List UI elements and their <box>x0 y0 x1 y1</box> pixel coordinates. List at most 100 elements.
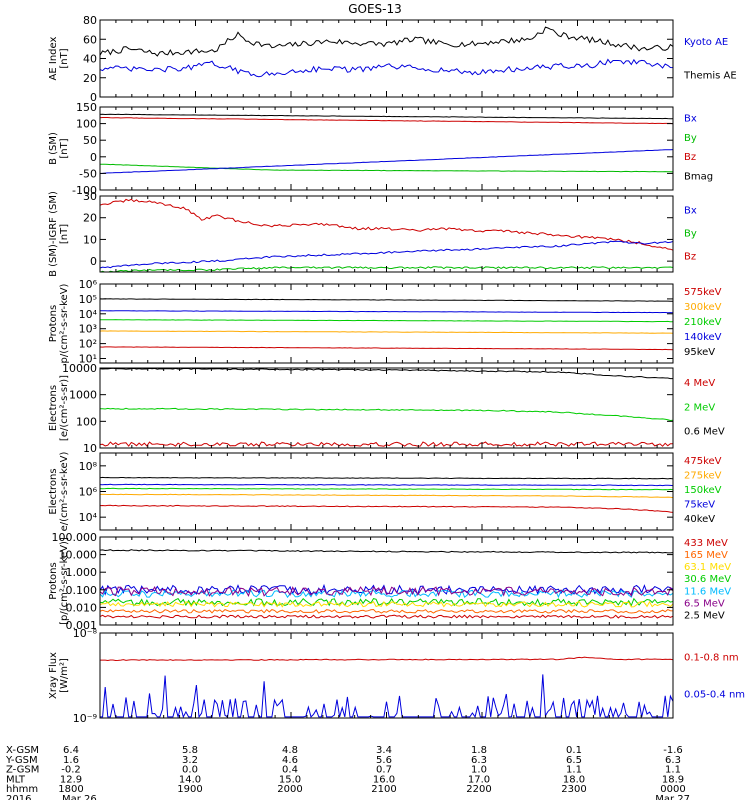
panel-frame <box>99 195 674 273</box>
y-axis-label: B (SM)-IGRF (SM) <box>48 191 59 277</box>
legend-label: Bx <box>684 113 697 124</box>
footer-value: 6.3 <box>665 755 681 766</box>
y-axis-label: Electrons <box>48 385 59 431</box>
footer-value: -1.6 <box>663 745 683 756</box>
chart-panel: 0.001 0.010 0.100 1.000 10.000 100.000 Protons… <box>48 531 731 632</box>
panel-frame <box>99 452 674 531</box>
y-tick-label: 10⁻⁹ <box>73 712 97 725</box>
data-series-line <box>100 149 673 174</box>
y-axis-label: [nT] <box>59 138 70 158</box>
legend-label: 165 MeV <box>684 550 728 561</box>
y-tick-label: 10⁴ <box>79 308 98 321</box>
footer-value: 3.2 <box>182 755 198 766</box>
y-tick-label: 10.000 <box>59 549 98 562</box>
y-tick-label: 10³ <box>79 323 97 336</box>
legend-label: By <box>684 228 697 239</box>
data-series-line <box>100 583 673 596</box>
footer-value: 18.9 <box>662 774 684 785</box>
y-axis-label: e/(cm²-s-sr-keV) <box>59 452 70 532</box>
y-tick-label: 100 <box>76 118 97 131</box>
footer-value: 0.7 <box>376 765 392 776</box>
footer-value: Mar 27 <box>655 794 690 800</box>
y-tick-label: 0.100 <box>66 584 98 597</box>
data-series-line <box>100 656 673 662</box>
footer-value: 1.0 <box>471 765 487 776</box>
data-series-line <box>100 26 673 57</box>
y-axis-label: p/(cm²-s-sr-keV) <box>59 283 70 363</box>
footer-row-label: Z-GSM <box>6 765 39 776</box>
legend-label: Bz <box>684 251 696 262</box>
data-series-line <box>100 585 673 598</box>
footer-row-label: X-GSM <box>6 745 39 756</box>
y-tick-label: 10 <box>83 233 97 246</box>
legend-label: 6.5 MeV <box>684 598 725 609</box>
footer-value: 1.1 <box>665 765 681 776</box>
chart-panel: 0 20 40 60 80 AE Index [nT] Kyoto AE Themis AE <box>48 14 737 104</box>
footer-value: 2000 <box>277 784 302 795</box>
panel-frame <box>99 367 674 449</box>
y-tick-label: -50 <box>79 167 97 180</box>
y-tick-label: 0 <box>90 151 97 164</box>
footer-value: 12.9 <box>60 774 82 785</box>
y-tick-label: 1000 <box>69 389 97 402</box>
data-series-line <box>100 310 673 314</box>
panel-frame <box>99 283 674 364</box>
legend-label: 210keV <box>684 317 722 328</box>
footer-value: 4.6 <box>282 755 298 766</box>
chart-panel: 10⁴ 10⁶ 10⁸ Electrons e/(cm²-s-sr-keV) 475keV… <box>48 452 722 532</box>
footer-value: 15.0 <box>279 774 301 785</box>
y-tick-label: 0.001 <box>66 619 98 632</box>
legend-label: 575keV <box>684 287 722 298</box>
chart-panel: 10¹ 10² 10³ 10⁴ 10⁵ 10⁶ Protons p/(cm²-s-sr-keV… <box>48 278 722 366</box>
data-series-line <box>100 113 673 120</box>
footer-value: 2100 <box>371 784 396 795</box>
legend-label: By <box>684 133 697 144</box>
data-series-line <box>100 608 673 614</box>
y-tick-label: -100 <box>72 184 97 197</box>
y-tick-label: 100 <box>76 415 97 428</box>
legend-label: 150keV <box>684 485 722 496</box>
y-tick-label: 10² <box>79 338 97 351</box>
footer-value: 0000 <box>660 784 685 795</box>
legend-label: 40keV <box>684 514 715 525</box>
data-series-line <box>100 600 673 608</box>
footer-value: 14.0 <box>179 774 201 785</box>
legend-label: 2.5 MeV <box>684 610 725 621</box>
y-tick-label: 0 <box>90 91 97 104</box>
footer-value: 6.4 <box>63 745 79 756</box>
y-axis-label: Xray Flux <box>48 652 59 699</box>
data-series-line <box>100 674 673 718</box>
y-axis-label: Protons <box>48 305 59 342</box>
y-axis-label: [nT] <box>59 48 70 68</box>
y-axis-label: [W/m²] <box>59 658 70 693</box>
y-tick-label: 20 <box>83 212 97 225</box>
data-series-line <box>100 319 673 323</box>
data-series-line <box>100 504 673 513</box>
footer-value: 4.8 <box>282 745 298 756</box>
footer-value: 1900 <box>177 784 202 795</box>
y-tick-label: 10 <box>83 442 97 455</box>
y-tick-label: 10⁶ <box>79 278 98 291</box>
chart-panel: -100 -50 0 50 100 150 B (SM) [nT] Bx By Bz Bmag <box>48 101 713 197</box>
footer-value: 0.1 <box>566 745 582 756</box>
data-series-line <box>100 330 673 334</box>
y-tick-label: 10⁵ <box>79 293 97 306</box>
legend-label: Kyoto AE <box>684 37 728 48</box>
footer-value: 1.1 <box>566 765 582 776</box>
data-series-line <box>100 549 673 554</box>
legend-label: 63.1 MeV <box>684 562 731 573</box>
y-axis-label: AE Index <box>48 36 59 80</box>
y-tick-label: 10000 <box>62 362 97 375</box>
legend-label: 2 MeV <box>684 402 715 413</box>
data-series-line <box>100 614 673 619</box>
legend-label: 0.6 MeV <box>684 427 725 438</box>
footer-value: 2300 <box>561 784 586 795</box>
y-tick-label: 10⁶ <box>79 486 98 499</box>
footer-value: 1.6 <box>63 755 79 766</box>
y-tick-label: 10⁸ <box>79 460 98 473</box>
y-tick-label: 10¹ <box>79 353 97 366</box>
footer-value: 5.6 <box>376 755 392 766</box>
legend-label: 30.6 MeV <box>684 574 731 585</box>
legend-label: 95keV <box>684 347 715 358</box>
